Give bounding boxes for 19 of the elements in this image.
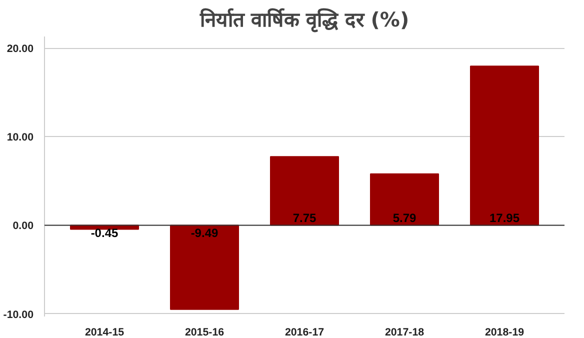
data-label: 17.95	[489, 211, 520, 226]
x-tick-label: 2018-19	[484, 326, 524, 338]
bar	[270, 156, 339, 226]
x-tick-label: 2014-15	[84, 326, 124, 338]
y-tick-label: 20.00	[6, 43, 34, 56]
chart-title: निर्यात वार्षिक वृद्धि दर (%)	[198, 8, 410, 32]
x-tick-label: 2016-17	[284, 326, 324, 338]
data-label: -0.45	[90, 226, 118, 240]
bar	[470, 66, 539, 226]
x-tick-label: 2017-18	[384, 326, 424, 338]
data-label: 7.75	[292, 211, 317, 226]
y-tick-label: 0.00	[12, 220, 34, 232]
y-tick-label: -10.00	[3, 308, 34, 321]
bar	[370, 173, 439, 226]
data-label: 5.79	[392, 211, 417, 226]
bar	[170, 224, 239, 310]
data-label: -9.49	[190, 226, 218, 240]
x-tick-label: 2015-16	[184, 326, 224, 338]
y-tick-label: 10.00	[6, 132, 34, 144]
